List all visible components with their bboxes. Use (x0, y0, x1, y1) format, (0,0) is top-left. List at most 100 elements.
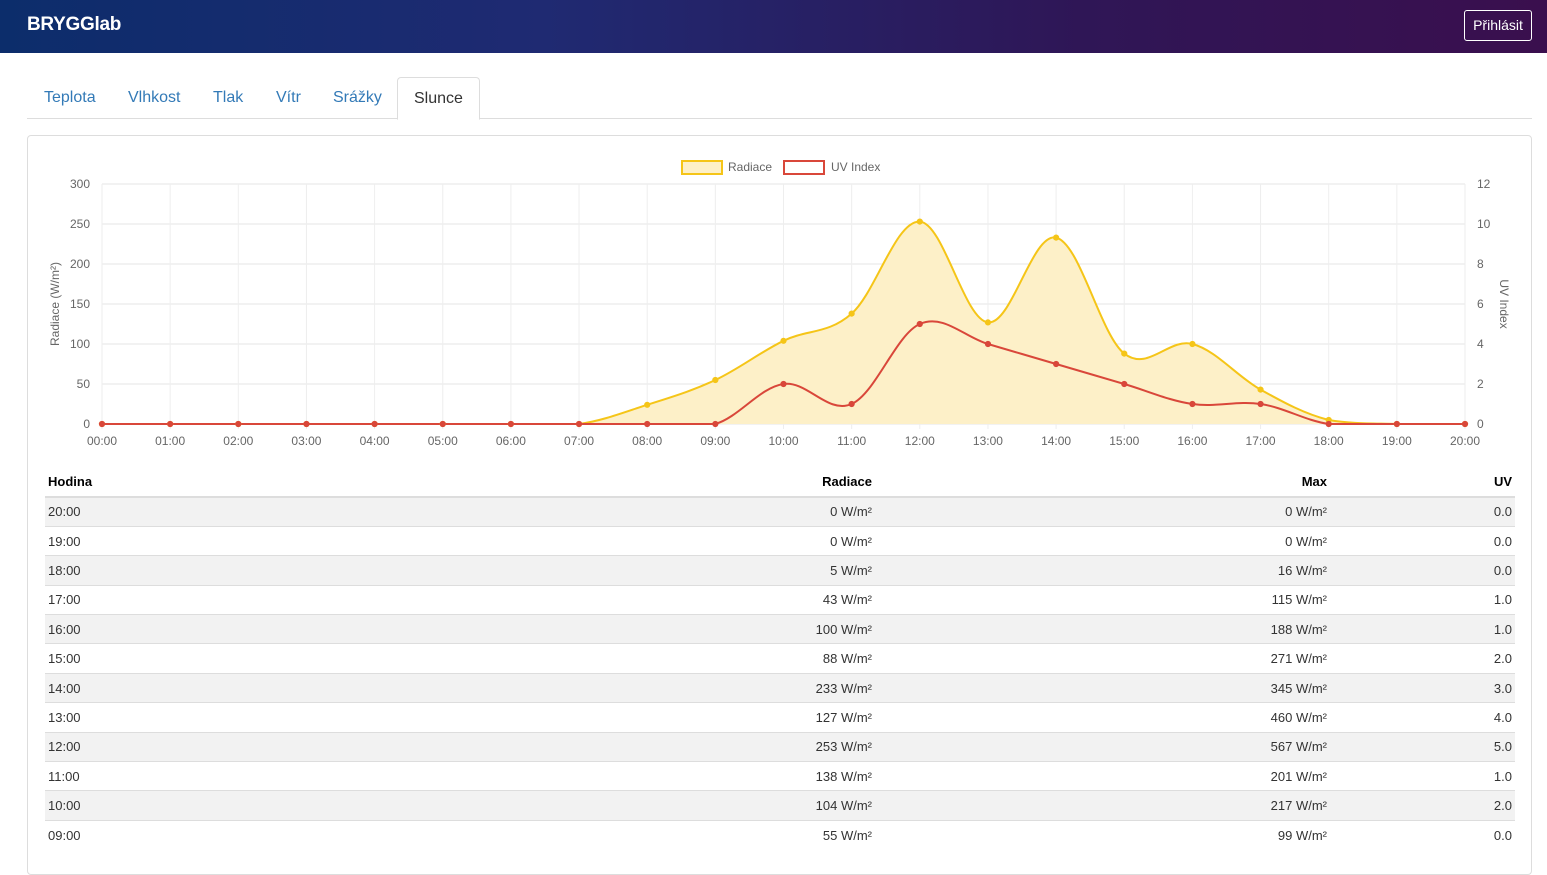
data-point-1 (1325, 420, 1332, 428)
cell-max: 567 W/m² (875, 731, 1330, 762)
cell-hour: 17:00 (45, 584, 465, 615)
y-axis-label: Radiace (W/m²) (48, 262, 62, 346)
cell-max: 188 W/m² (875, 614, 1330, 644)
table-row: 19:00 0 W/m² 0 W/m² 0.0 (45, 525, 1515, 556)
cell-hour: 12:00 (45, 731, 465, 762)
x-tick-label: 11:00 (837, 434, 866, 448)
tab-srazky[interactable]: Srážky (333, 89, 382, 106)
y-tick-label: 150 (70, 297, 90, 311)
col-header-max: Max (875, 467, 1330, 498)
cell-max: 99 W/m² (875, 819, 1330, 850)
cell-hour: 18:00 (45, 555, 465, 586)
cell-uv: 2.0 (1330, 643, 1515, 674)
y-tick-label: 250 (70, 217, 90, 231)
tab-teplota[interactable]: Teplota (44, 89, 96, 106)
table-header-row: Hodina Radiace Max UV (45, 467, 1515, 498)
x-tick-label: 13:00 (973, 434, 1003, 448)
login-button[interactable]: Přihlásit (1464, 10, 1532, 41)
x-tick-label: 01:00 (155, 434, 185, 448)
series-line-1 (102, 320, 1465, 426)
x-tick-label: 02:00 (223, 434, 253, 448)
cell-radiace: 233 W/m² (465, 672, 875, 703)
cell-uv: 4.0 (1330, 702, 1515, 733)
x-tick-label: 15:00 (1109, 434, 1139, 448)
tab-vlhkost[interactable]: Vlhkost (128, 89, 181, 106)
data-point-1 (98, 420, 106, 428)
cell-uv: 0.0 (1330, 525, 1515, 556)
tab-slunce[interactable]: Slunce (397, 77, 480, 120)
data-point-0 (780, 337, 787, 344)
table-row: 10:00 104 W/m² 217 W/m² 2.0 (45, 790, 1515, 821)
x-tick-label: 18:00 (1314, 434, 1344, 448)
y-tick-label: 0 (83, 417, 90, 431)
tab-tlak[interactable]: Tlak (213, 89, 244, 106)
legend-label-uv: UV Index (831, 160, 880, 174)
col-header-hour: Hodina (45, 467, 465, 498)
col-header-radiace: Radiace (465, 467, 875, 498)
x-tick-label: 05:00 (428, 434, 458, 448)
y-tick-label: 100 (70, 337, 90, 351)
cell-hour: 14:00 (45, 672, 465, 703)
cell-hour: 10:00 (45, 790, 465, 821)
cell-radiace: 55 W/m² (465, 819, 875, 850)
table-row: 18:00 5 W/m² 16 W/m² 0.0 (45, 555, 1515, 586)
brand-logo[interactable]: BRYGGlab (27, 14, 122, 35)
tab-vitr[interactable]: Vítr (276, 89, 301, 106)
table-row: 09:00 55 W/m² 99 W/m² 0.0 (45, 819, 1515, 850)
legend-swatch-radiace (681, 160, 723, 175)
data-point-1 (1053, 360, 1060, 368)
data-point-1 (303, 420, 310, 428)
x-tick-label: 19:00 (1382, 434, 1412, 448)
tab-bar: Teplota Vlhkost Tlak Vítr Srážky Slunce (27, 77, 1532, 120)
y-tick-label: 300 (70, 177, 90, 191)
table-row: 15:00 88 W/m² 271 W/m² 2.0 (45, 643, 1515, 674)
table-row: 11:00 138 W/m² 201 W/m² 1.0 (45, 761, 1515, 791)
cell-max: 16 W/m² (875, 555, 1330, 586)
chart-panel: 0 0 50 2 100 4 150 6 200 8 250 10 300 12 00:00 01:00 02:… (27, 135, 1532, 875)
table-row: 17:00 43 W/m² 115 W/m² 1.0 (45, 584, 1515, 615)
chart-marks (98, 218, 1469, 428)
cell-hour: 16:00 (45, 614, 465, 644)
cell-max: 345 W/m² (875, 672, 1330, 703)
data-point-1 (439, 420, 446, 428)
x-tick-label: 06:00 (496, 434, 526, 448)
data-point-0 (848, 310, 855, 317)
data-point-1 (1189, 400, 1196, 408)
data-point-0 (1053, 234, 1060, 241)
cell-uv: 0.0 (1330, 555, 1515, 586)
data-point-0 (1257, 386, 1264, 393)
cell-hour: 11:00 (45, 761, 465, 791)
series-area-0 (102, 221, 1465, 424)
y2-tick-label: 12 (1477, 177, 1491, 191)
cell-max: 201 W/m² (875, 761, 1330, 791)
table-row: 13:00 127 W/m² 460 W/m² 4.0 (45, 702, 1515, 733)
data-table: Hodina Radiace Max UV 20:00 0 W/m² 0 W/m² 0… (45, 467, 1515, 850)
cell-uv: 2.0 (1330, 790, 1515, 821)
x-tick-label: 08:00 (632, 434, 662, 448)
cell-radiace: 0 W/m² (465, 496, 875, 527)
data-point-0 (916, 218, 923, 225)
data-point-1 (916, 320, 923, 328)
data-point-1 (167, 420, 174, 428)
cell-hour: 15:00 (45, 643, 465, 674)
x-tick-label: 09:00 (700, 434, 730, 448)
cell-uv: 1.0 (1330, 614, 1515, 644)
y2-tick-label: 8 (1477, 257, 1484, 271)
y2-tick-label: 0 (1477, 417, 1484, 431)
data-point-1 (644, 420, 651, 428)
y2-tick-label: 6 (1477, 297, 1484, 311)
y2-tick-label: 2 (1477, 377, 1484, 391)
cell-hour: 13:00 (45, 702, 465, 733)
top-navbar: BRYGGlab Přihlásit (0, 0, 1547, 53)
cell-radiace: 0 W/m² (465, 525, 875, 556)
cell-uv: 3.0 (1330, 672, 1515, 703)
x-tick-label: 03:00 (291, 434, 321, 448)
data-point-1 (235, 420, 242, 428)
data-point-1 (984, 340, 992, 348)
cell-radiace: 127 W/m² (465, 702, 875, 733)
x-tick-label: 16:00 (1177, 434, 1207, 448)
data-point-1 (1257, 400, 1264, 408)
cell-radiace: 43 W/m² (465, 584, 875, 615)
cell-max: 460 W/m² (875, 702, 1330, 733)
cell-radiace: 5 W/m² (465, 555, 875, 586)
